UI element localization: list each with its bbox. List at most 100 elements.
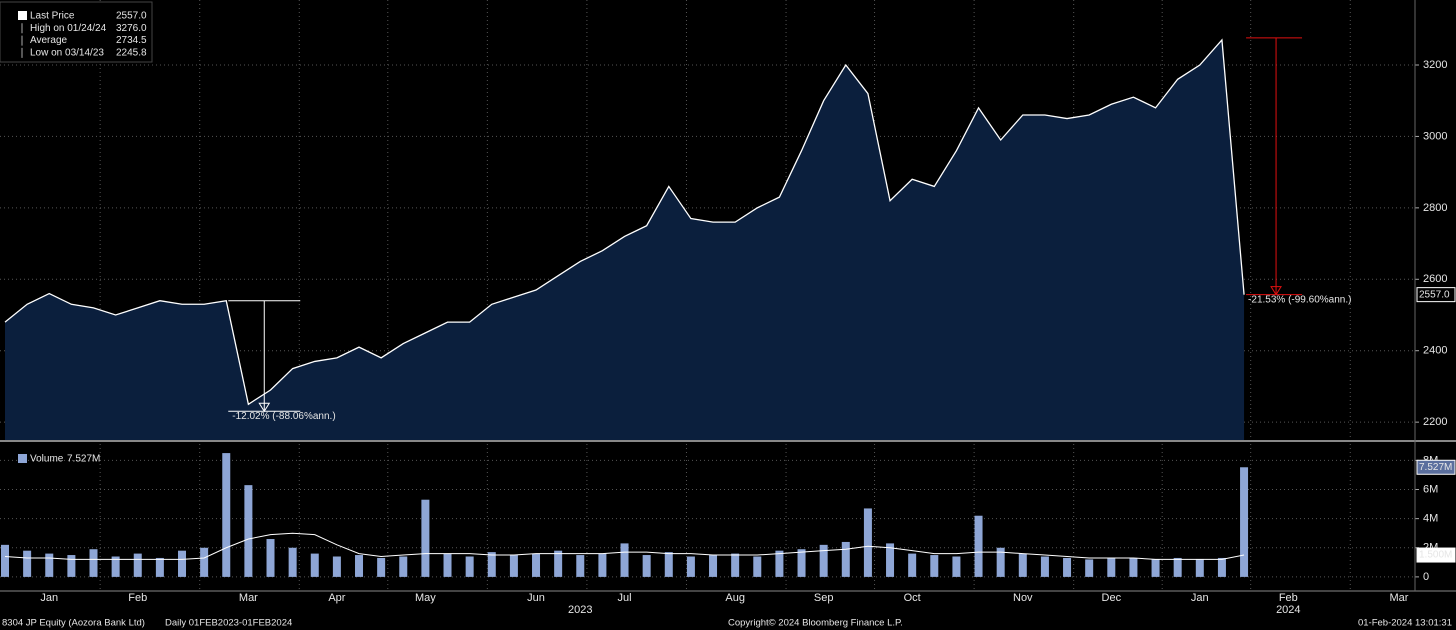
- volume-bar: [642, 555, 651, 577]
- volume-bar: [1085, 559, 1094, 577]
- volume-bar: [841, 541, 850, 577]
- volume-bar: [509, 555, 518, 577]
- legend-value: 7.527M: [67, 454, 100, 465]
- legend-value: 2557.0: [116, 11, 147, 22]
- x-tick-label: Sep: [814, 592, 834, 604]
- legend-value: 2734.5: [116, 35, 147, 46]
- volume-bar: [1129, 557, 1138, 577]
- volume-bar: [731, 553, 740, 577]
- footer-copyright: Copyright© 2024 Bloomberg Finance L.P.: [728, 618, 903, 629]
- volume-bar: [797, 549, 806, 577]
- volume-bar: [377, 557, 386, 577]
- footer-timestamp: 01-Feb-2024 13:01:31: [1358, 618, 1452, 629]
- y-tick-label: 4M: [1423, 513, 1438, 525]
- x-tick-label: Oct: [904, 592, 921, 604]
- volume-bar: [974, 515, 983, 577]
- x-tick-label: Jan: [1191, 592, 1209, 604]
- legend-label: Average: [30, 35, 68, 46]
- value-tag-label: 7.527M: [1419, 462, 1452, 473]
- volume-bar: [1107, 557, 1116, 577]
- volume-bar: [111, 556, 120, 577]
- x-tick-label: May: [415, 592, 436, 604]
- value-tag: [1416, 547, 1456, 563]
- value-tag: [1416, 459, 1456, 475]
- measure-arrow: [1270, 286, 1282, 296]
- y-tick-label: 6M: [1423, 483, 1438, 495]
- volume-bar: [1173, 557, 1182, 577]
- y-tick-label: 2800: [1423, 202, 1447, 214]
- volume-bar: [45, 553, 54, 577]
- volume-bar: [487, 552, 496, 577]
- volume-bar: [355, 555, 364, 577]
- legend-label: Last Price: [30, 11, 75, 22]
- volume-bar: [67, 555, 76, 577]
- legend-swatch: [18, 454, 27, 463]
- x-year-label: 2023: [568, 604, 592, 616]
- annotation: -21.53% (-99.60%ann.): [1248, 294, 1351, 305]
- volume-bar: [332, 556, 341, 577]
- x-tick-label: Aug: [725, 592, 745, 604]
- volume-bar: [421, 499, 430, 577]
- price-line: [4, 38, 1245, 406]
- volume-bar: [1151, 559, 1160, 577]
- volume-bar: [620, 543, 629, 577]
- x-tick-label: Jul: [617, 592, 631, 604]
- volume-bar: [1, 544, 9, 577]
- volume-bar: [686, 556, 695, 577]
- volume-bar: [1063, 557, 1072, 577]
- volume-bar: [863, 508, 872, 577]
- measure-arrow: [258, 402, 271, 413]
- value-tag: [1416, 287, 1456, 303]
- volume-bar: [886, 543, 895, 577]
- volume-bar: [554, 550, 563, 577]
- volume-bar: [1018, 553, 1027, 577]
- x-tick-label: Nov: [1013, 592, 1033, 604]
- volume-bar: [288, 547, 297, 577]
- legend-value: 3276.0: [116, 23, 147, 34]
- volume-bar: [532, 553, 541, 577]
- legend-value: 2245.8: [116, 48, 147, 59]
- y-tick-label: 2400: [1423, 345, 1447, 357]
- legend-label: High on 01/24/24: [30, 23, 107, 34]
- x-tick-label: Apr: [328, 592, 345, 604]
- x-tick-label: Jan: [40, 592, 58, 604]
- y-tick-label: 2600: [1423, 273, 1447, 285]
- volume-bar: [996, 547, 1005, 577]
- volume-bar: [576, 555, 585, 577]
- volume-bar: [89, 549, 98, 577]
- volume-bar: [952, 556, 961, 577]
- volume-bar: [908, 553, 917, 577]
- volume-bar: [443, 553, 452, 577]
- volume-bar: [399, 556, 408, 577]
- x-tick-label: Dec: [1102, 592, 1122, 604]
- legend-swatch: [18, 11, 27, 20]
- legend-label: Volume: [30, 454, 64, 465]
- legend-label: Low on 03/14/23: [30, 48, 104, 59]
- volume-bar: [709, 555, 718, 577]
- annotation: -12.02% (-88.06%ann.): [232, 411, 335, 422]
- volume-bar: [200, 547, 209, 577]
- volume-bar: [178, 550, 187, 577]
- volume-bar: [819, 544, 828, 577]
- value-tag-label: 2557.0: [1419, 289, 1450, 300]
- y-tick-label: 3000: [1423, 130, 1447, 142]
- x-tick-label: Feb: [128, 592, 147, 604]
- volume-average: [4, 532, 1245, 560]
- x-tick-label: Jun: [527, 592, 545, 604]
- value-tag-label: 1.500M: [1419, 550, 1452, 561]
- volume-bar: [222, 453, 231, 577]
- volume-bar: [664, 552, 673, 577]
- x-tick-label: Feb: [1279, 592, 1298, 604]
- y-tick-label: 2200: [1423, 416, 1447, 428]
- y-tick-label: 0: [1423, 571, 1429, 583]
- x-tick-label: Mar: [239, 592, 258, 604]
- volume-bar: [155, 557, 164, 577]
- volume-bar: [753, 556, 762, 577]
- volume-bar: [1217, 557, 1226, 577]
- volume-bar: [244, 485, 253, 577]
- volume-bar: [775, 550, 784, 577]
- footer-security: 8304 JP Equity (Aozora Bank Ltd): [2, 618, 145, 629]
- y-tick-label: 3200: [1423, 59, 1447, 71]
- x-tick-label: Mar: [1389, 592, 1408, 604]
